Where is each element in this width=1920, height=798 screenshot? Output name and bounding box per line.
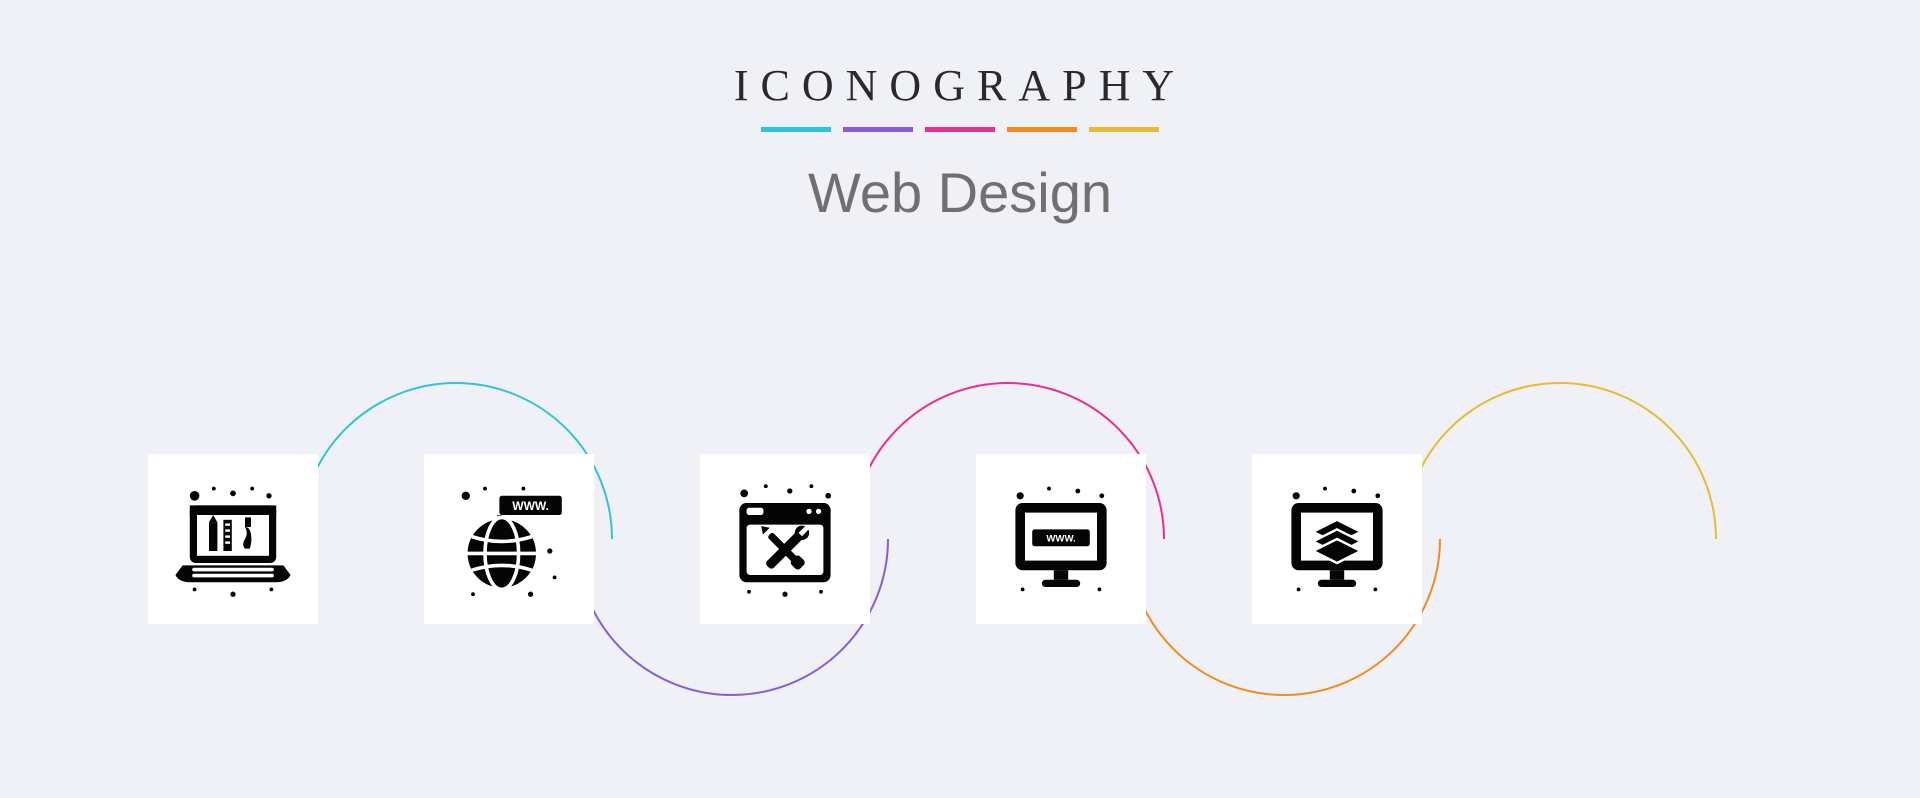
icon-tiles: WWW.: [0, 0, 1920, 798]
svg-text:WWW.: WWW.: [1046, 533, 1075, 544]
monitor-www-icon: WWW.: [1001, 479, 1121, 599]
monitor-layers-icon: [1277, 479, 1397, 599]
tile-monitor-www: WWW.: [976, 454, 1146, 624]
laptop-design-icon: [173, 479, 293, 599]
tile-laptop-design: [148, 454, 318, 624]
tile-globe-www: WWW.: [424, 454, 594, 624]
globe-www-icon: WWW.: [449, 479, 569, 599]
browser-settings-icon: [725, 479, 845, 599]
svg-text:WWW.: WWW.: [512, 499, 549, 513]
tile-browser-settings: [700, 454, 870, 624]
tile-monitor-layers: [1252, 454, 1422, 624]
